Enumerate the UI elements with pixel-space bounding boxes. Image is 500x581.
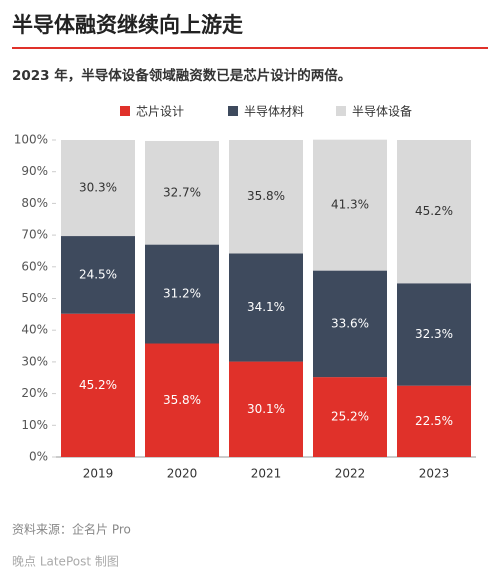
x-tick-label: 2022	[335, 467, 366, 481]
y-tick-label: 90%	[21, 164, 48, 178]
y-tick-label: 20%	[21, 386, 48, 400]
data-label: 24.5%	[79, 267, 117, 281]
bar-segment	[61, 313, 135, 457]
y-tick-label: 50%	[21, 291, 48, 305]
data-label: 45.2%	[79, 378, 117, 392]
data-label: 33.6%	[331, 316, 369, 330]
data-label: 30.3%	[79, 181, 117, 195]
bar-segment	[397, 140, 471, 284]
legend-swatch	[228, 106, 238, 116]
bar-segment	[229, 253, 303, 362]
bar-segment	[313, 139, 387, 271]
y-tick-label: 70%	[21, 228, 48, 242]
y-tick-label: 100%	[14, 133, 48, 147]
data-label: 25.2%	[331, 410, 369, 424]
legend-label: 半导体设备	[352, 105, 412, 119]
source: 资料来源：企名片 Pro	[12, 522, 131, 537]
x-tick-label: 2019	[83, 467, 114, 481]
data-label: 32.7%	[163, 185, 201, 199]
y-tick-label: 10%	[21, 418, 48, 432]
data-label: 45.2%	[415, 204, 453, 218]
x-tick-label: 2021	[251, 467, 282, 481]
bar-segment	[145, 140, 219, 245]
y-tick-label: 40%	[21, 323, 48, 337]
chart-subtitle: 2023 年，半导体设备领域融资数已是芯片设计的两倍。	[12, 67, 351, 84]
y-tick-label: 80%	[21, 196, 48, 210]
data-label: 35.8%	[163, 393, 201, 407]
bar-segment	[229, 140, 303, 254]
bar-segment	[61, 140, 135, 237]
bar-segment	[61, 236, 135, 314]
y-tick-label: 60%	[21, 259, 48, 273]
bar-segment	[145, 244, 219, 344]
legend-label: 半导体材料	[244, 105, 304, 119]
bar-segment	[229, 361, 303, 457]
bar-segment	[145, 343, 219, 457]
data-label: 31.2%	[163, 287, 201, 301]
bar-segment	[313, 270, 387, 378]
bar-segment	[397, 385, 471, 457]
data-label: 34.1%	[247, 300, 285, 314]
y-tick-label: 0%	[29, 450, 48, 464]
bar-segment	[313, 377, 387, 457]
chart-title: 半导体融资继续向上游走	[12, 13, 243, 37]
data-label: 32.3%	[415, 327, 453, 341]
x-tick-label: 2023	[419, 467, 450, 481]
data-label: 22.5%	[415, 414, 453, 428]
data-label: 35.8%	[247, 189, 285, 203]
y-tick-label: 30%	[21, 354, 48, 368]
data-label: 41.3%	[331, 198, 369, 212]
legend-label: 芯片设计	[136, 105, 184, 119]
bar-segment	[397, 283, 471, 386]
data-label: 30.1%	[247, 402, 285, 416]
credit: 晚点 LatePost 制图	[12, 555, 119, 569]
legend-swatch	[336, 106, 346, 116]
x-tick-label: 2020	[167, 467, 198, 481]
legend-swatch	[120, 106, 130, 116]
